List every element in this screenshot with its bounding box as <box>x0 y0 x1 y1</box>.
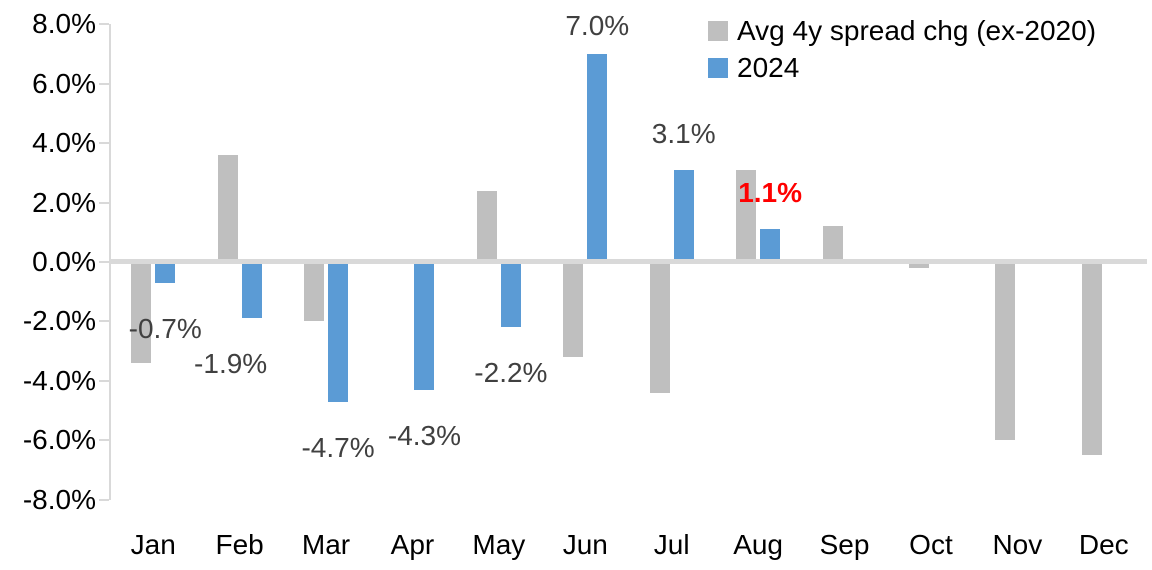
x-axis-label-may: May <box>472 529 526 560</box>
data-label-feb: -1.9% <box>194 348 268 380</box>
y-axis-tick-label: -2.0% <box>22 305 96 337</box>
data-label-may: -2.2% <box>474 357 548 389</box>
bar-avg-feb <box>217 155 238 262</box>
x-axis-label-aug: Aug <box>733 529 784 560</box>
x-axis-label-dec: Dec <box>1078 529 1129 560</box>
bar-2024-feb <box>241 262 262 319</box>
y-axis-tick <box>99 320 109 323</box>
x-axis-zero-line <box>110 259 1147 264</box>
bar-avg-sep <box>822 226 843 262</box>
data-label-jul: 3.1% <box>651 117 716 149</box>
legend: Avg 4y spread chg (ex-2020) 2024 <box>708 14 1096 88</box>
x-axis-label-mar: Mar <box>301 529 351 560</box>
y-axis-tick-label: -8.0% <box>22 483 96 515</box>
bar-avg-jun <box>563 262 584 358</box>
y-axis-tick <box>99 201 109 204</box>
bar-avg-jul <box>649 262 670 393</box>
legend-swatch-blue <box>708 58 728 78</box>
y-axis-tick <box>99 82 109 85</box>
y-axis-tick-label: 0.0% <box>32 246 96 277</box>
bar-avg-nov <box>995 262 1016 441</box>
data-label-jun: 7.0% <box>565 10 630 41</box>
x-axis-label-jun: Jun <box>562 529 608 560</box>
y-axis-tick <box>99 142 109 145</box>
bar-avg-mar <box>304 262 325 322</box>
y-axis-tick <box>99 261 109 263</box>
legend-label-avg: Avg 4y spread chg (ex-2020) <box>737 15 1097 46</box>
x-axis-label-oct: Oct <box>909 529 953 560</box>
bar-avg-oct <box>908 262 929 268</box>
y-axis-tick-label: 6.0% <box>32 67 96 99</box>
bar-2024-may <box>500 262 521 328</box>
bar-avg-aug <box>736 169 757 262</box>
data-label-mar: -4.7% <box>301 431 375 463</box>
x-axis-label-apr: Apr <box>390 529 435 560</box>
y-axis-tick <box>99 23 109 26</box>
y-axis-tick-label: 4.0% <box>32 127 96 159</box>
legend-swatch-gray <box>708 21 728 41</box>
bar-2024-jan <box>155 262 176 283</box>
y-axis-tick-label: -4.0% <box>22 364 96 396</box>
data-label-jan: -0.7% <box>128 312 202 344</box>
bar-2024-apr <box>414 262 435 390</box>
x-axis-label-nov: Nov <box>992 529 1043 560</box>
bar-avg-may <box>476 190 497 262</box>
bar-2024-jun <box>587 54 608 262</box>
y-axis-tick <box>99 379 109 382</box>
data-label-aug: 1.1% <box>738 177 803 209</box>
y-axis-tick-label: 2.0% <box>32 186 96 218</box>
bar-avg-dec <box>1081 262 1102 456</box>
bar-2024-jul <box>673 169 694 262</box>
x-axis-label-jan: Jan <box>130 529 176 560</box>
y-axis-tick-label: -6.0% <box>22 424 96 456</box>
bar-2024-aug <box>760 229 781 262</box>
legend-label-2024: 2024 <box>737 52 800 83</box>
y-axis-tick <box>99 498 109 501</box>
bar-2024-mar <box>328 262 349 402</box>
y-axis-tick-label: 8.0% <box>32 8 96 40</box>
data-label-apr: -4.3% <box>387 419 462 451</box>
legend-entry-2024: 2024 <box>708 51 1096 85</box>
x-axis-label-sep: Sep <box>819 529 870 560</box>
y-axis-tick <box>99 439 109 442</box>
bar-avg-jan <box>131 262 152 363</box>
x-axis-label-feb: Feb <box>215 529 264 560</box>
x-axis-label-jul: Jul <box>653 529 690 560</box>
legend-entry-avg: Avg 4y spread chg (ex-2020) <box>708 14 1096 48</box>
